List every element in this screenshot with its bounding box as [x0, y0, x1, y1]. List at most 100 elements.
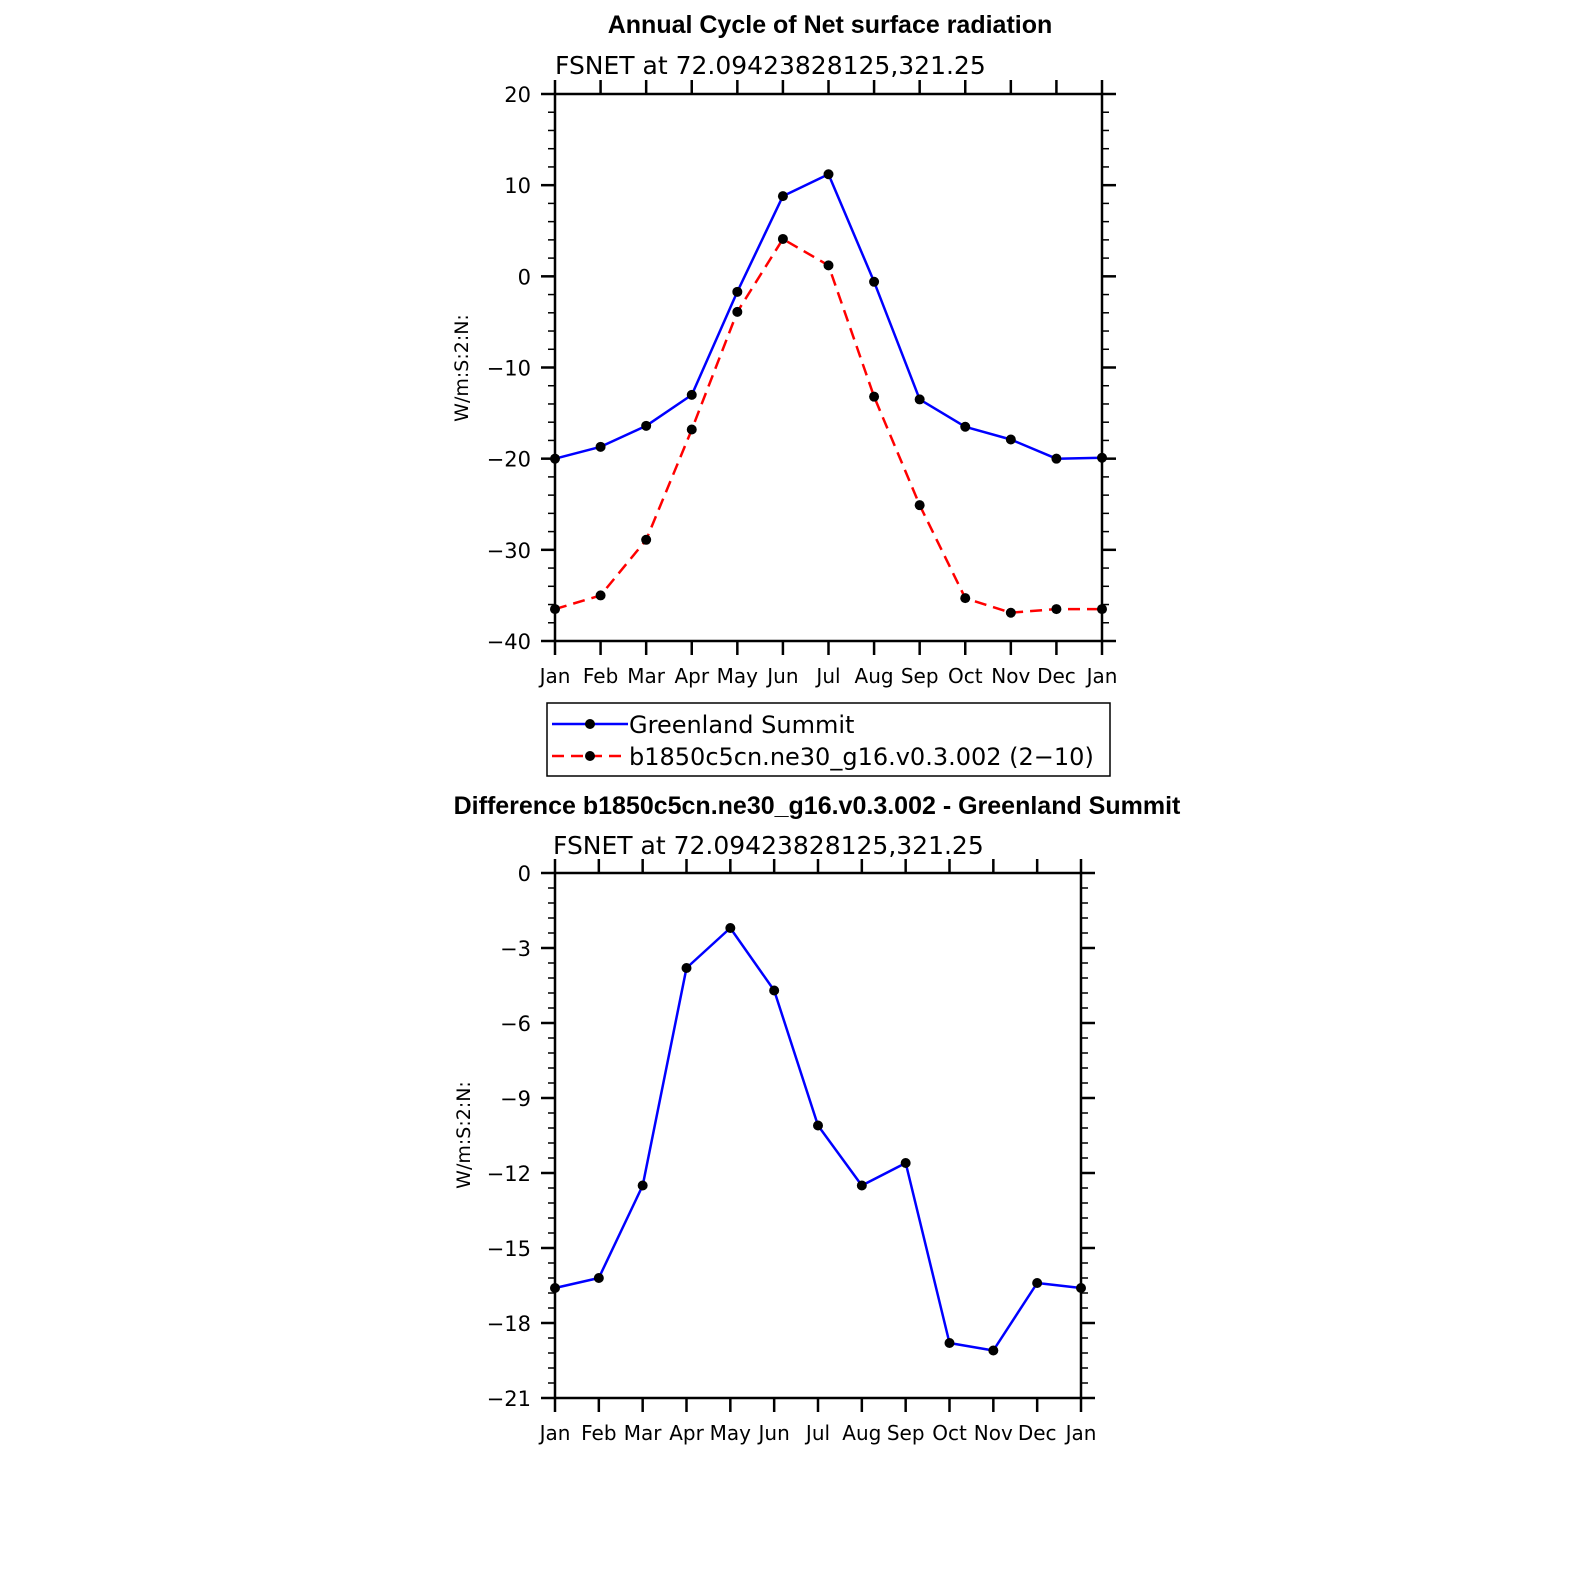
data-point — [869, 391, 880, 402]
legend: Greenland Summit b1850c5cn.ne30_g16.v0.3… — [546, 702, 1111, 777]
plot-frame — [553, 871, 1083, 1400]
data-point — [595, 590, 606, 601]
series-lines — [554, 926, 1082, 1352]
data-point — [944, 1338, 955, 1348]
data-point — [686, 424, 697, 435]
x-tick-label: Aug — [855, 664, 894, 688]
chart-title: Difference b1850c5cn.ne30_g16.v0.3.002 -… — [454, 792, 1181, 820]
series-line-0 — [554, 172, 1103, 460]
series-points — [550, 169, 1107, 618]
data-point — [681, 963, 692, 973]
axis-ticks — [541, 80, 1116, 655]
legend-marker-model — [585, 751, 595, 761]
data-point — [856, 1180, 867, 1191]
data-point — [869, 276, 880, 287]
data-point — [686, 389, 697, 400]
data-point — [1005, 434, 1016, 445]
series-points — [550, 923, 1086, 1356]
data-point — [777, 191, 788, 202]
x-tick-label: Sep — [901, 664, 939, 688]
data-point — [988, 1345, 999, 1356]
y-tick-labels: −40 −30 −20 −10 0 10 20 — [487, 83, 531, 654]
data-point — [637, 1180, 648, 1191]
data-point — [914, 500, 925, 511]
data-point — [914, 394, 925, 405]
difference-chart: Difference b1850c5cn.ne30_g16.v0.3.002 -… — [453, 792, 1181, 1445]
y-tick-labels: −21 −18 −15 −12 −9 −6 −3 0 — [487, 862, 531, 1411]
x-tick-label: Oct — [948, 664, 983, 688]
data-point — [823, 260, 834, 271]
legend-marker-greenland-summit — [585, 719, 595, 729]
data-point — [641, 534, 652, 545]
x-tick-labels: Jan Feb Mar Apr May Jun Jul Aug Sep Oct Nov Dec Jan — [538, 664, 1118, 688]
y-tick-label: −15 — [487, 1237, 531, 1261]
y-axis-label: W/m:S:2:N: — [451, 314, 473, 422]
series-line-0 — [554, 926, 1082, 1352]
x-tick-label: Jan — [1064, 1421, 1097, 1445]
data-point — [777, 233, 788, 244]
x-tick-label: Jun — [765, 664, 798, 688]
data-point — [1005, 607, 1016, 618]
x-tick-label: May — [710, 1421, 752, 1445]
x-tick-label: Aug — [842, 1421, 881, 1445]
data-point — [725, 923, 736, 933]
data-point — [769, 985, 780, 996]
x-tick-label: Dec — [1018, 1421, 1057, 1445]
data-point — [732, 286, 743, 297]
x-tick-label: Sep — [887, 1421, 925, 1445]
x-tick-label: Oct — [932, 1421, 967, 1445]
y-tick-label: −10 — [487, 357, 531, 381]
data-point — [595, 441, 606, 452]
data-point — [593, 1273, 604, 1283]
x-tick-label: Jan — [1085, 664, 1118, 688]
data-point — [1051, 453, 1062, 464]
x-tick-label: Jun — [757, 1421, 790, 1445]
data-point — [1051, 604, 1062, 615]
data-point — [823, 169, 834, 180]
chart-subtitle: FSNET at 72.09423828125,321.25 — [555, 51, 986, 80]
y-tick-label: 0 — [518, 265, 531, 289]
y-tick-label: −20 — [487, 448, 531, 472]
y-tick-label: −18 — [487, 1312, 531, 1336]
y-tick-label: 0 — [518, 862, 531, 886]
x-tick-label: Jan — [538, 1421, 571, 1445]
data-point — [813, 1120, 823, 1131]
chart-subtitle: FSNET at 72.09423828125,321.25 — [553, 831, 984, 860]
x-tick-label: Jul — [804, 1421, 830, 1445]
data-point — [1032, 1278, 1043, 1288]
x-tick-label: Mar — [627, 664, 666, 688]
chart-title: Annual Cycle of Net surface radiation — [608, 11, 1053, 39]
x-tick-label: May — [717, 664, 759, 688]
x-tick-label: Feb — [581, 1421, 616, 1445]
legend-box — [546, 702, 1111, 777]
x-tick-label: Jan — [538, 664, 571, 688]
data-point — [732, 306, 743, 317]
y-tick-label: −6 — [500, 1012, 531, 1036]
series-lines — [554, 172, 1103, 614]
plot-frame — [553, 92, 1104, 643]
legend-label-model: b1850c5cn.ne30_g16.v0.3.002 (2−10) — [629, 743, 1094, 771]
series-line-1 — [554, 237, 1102, 614]
x-tick-label: Apr — [669, 1421, 704, 1445]
annual-cycle-chart: Annual Cycle of Net surface radiation FS… — [451, 11, 1117, 688]
y-tick-label: −12 — [487, 1162, 531, 1186]
y-tick-label: 10 — [504, 174, 531, 198]
data-point — [960, 593, 971, 604]
x-tick-label: Jul — [814, 664, 840, 688]
y-axis-label: W/m:S:2:N: — [453, 1081, 475, 1189]
y-tick-label: −40 — [487, 630, 531, 654]
data-point — [900, 1158, 911, 1168]
x-tick-label: Nov — [974, 1421, 1013, 1445]
data-point — [960, 421, 971, 432]
y-tick-label: 20 — [504, 83, 531, 107]
x-tick-label: Dec — [1037, 664, 1076, 688]
data-point — [641, 420, 652, 431]
x-tick-label: Feb — [583, 664, 618, 688]
legend-label-greenland-summit: Greenland Summit — [629, 711, 854, 739]
y-tick-label: −3 — [500, 937, 531, 961]
x-tick-label: Nov — [991, 664, 1030, 688]
y-tick-label: −21 — [487, 1387, 531, 1411]
axis-ticks — [541, 859, 1095, 1412]
x-tick-label: Mar — [624, 1421, 663, 1445]
